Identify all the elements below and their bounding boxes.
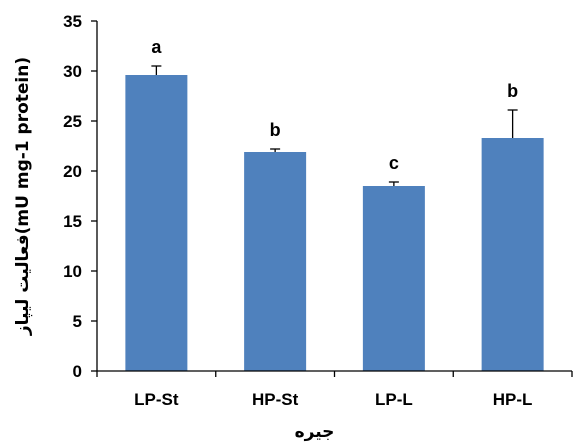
y-tick-label: 5: [73, 312, 82, 331]
significance-letter: b: [270, 120, 281, 140]
significance-letter: b: [507, 81, 518, 101]
x-axis-title: جیره: [295, 422, 335, 442]
category-label: HP-L: [493, 390, 533, 409]
x-axis-ticks: LP-St HP-St LP-L HP-L: [96, 371, 573, 409]
y-axis-title: فعالیت لیپاز(mU mg-1 protein): [13, 57, 33, 336]
category-label: LP-L: [375, 390, 413, 409]
y-tick-label: 10: [63, 262, 82, 281]
bar: [244, 152, 307, 371]
bars: [125, 75, 544, 371]
y-tick-label: 20: [63, 162, 82, 181]
category-label: HP-St: [252, 390, 299, 409]
bar: [481, 138, 544, 371]
y-tick-label: 30: [63, 62, 82, 81]
bar: [362, 186, 425, 371]
y-tick-label: 35: [63, 12, 82, 31]
y-axis-ticks: 0 5 10 15 20 25 30 35: [63, 12, 97, 381]
y-tick-label: 15: [63, 212, 82, 231]
significance-letter: a: [151, 37, 162, 57]
category-label: LP-St: [134, 390, 179, 409]
y-tick-label: 25: [63, 112, 82, 131]
error-bars: [151, 65, 518, 186]
y-tick-label: 0: [73, 362, 82, 381]
significance-letter: c: [389, 153, 399, 173]
significance-letters: a b c b: [151, 37, 518, 173]
bar: [125, 75, 188, 371]
